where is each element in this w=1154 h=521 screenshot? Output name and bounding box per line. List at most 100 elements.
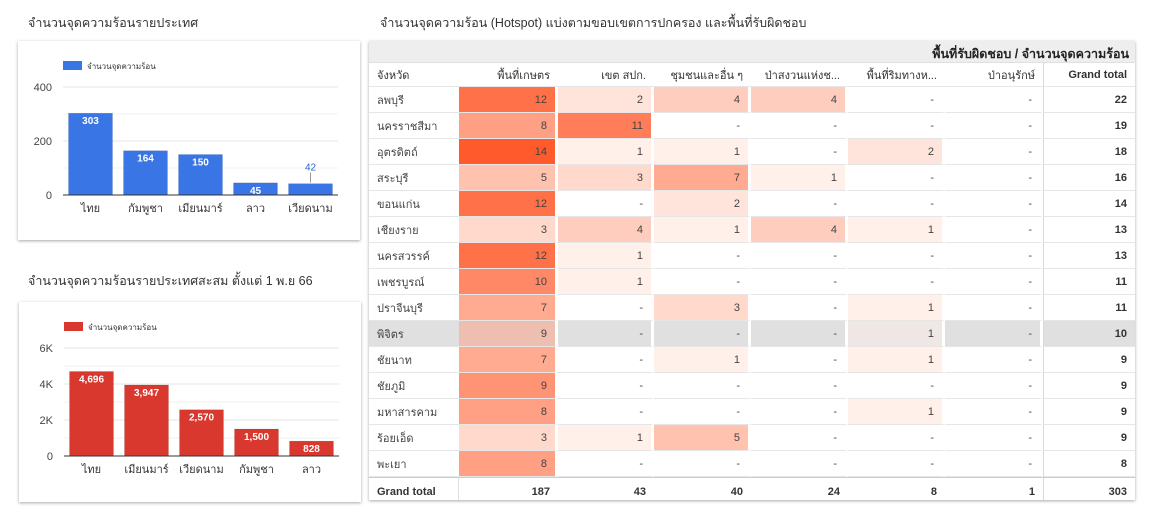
value-cell: - bbox=[751, 425, 848, 451]
value-cell: 3 bbox=[558, 165, 654, 191]
row-total-cell: 9 bbox=[1043, 347, 1135, 373]
table-row[interactable]: ชัยภูมิ 9- - - - -9 bbox=[369, 373, 1135, 399]
table-row[interactable]: ชัยนาท 7-1-1-9 bbox=[369, 347, 1135, 373]
bar[interactable] bbox=[124, 384, 169, 457]
table-row[interactable]: ขอนแก่น 12-2- - -14 bbox=[369, 191, 1135, 217]
grand-total-row: Grand total 187 43 40 24 8 1 303 bbox=[369, 477, 1135, 500]
column-header[interactable]: ชุมชนและอื่น ๆ bbox=[654, 63, 751, 87]
value-cell: - bbox=[751, 451, 848, 477]
table-row[interactable]: เชียงราย 3 4 1 4 1-13 bbox=[369, 217, 1135, 243]
bar[interactable] bbox=[178, 154, 223, 196]
value-cell: - bbox=[751, 113, 848, 139]
column-header[interactable]: ป่าอนุรักษ์ bbox=[945, 63, 1043, 87]
x-tick-label: ไทย bbox=[81, 463, 101, 476]
value-cell: - bbox=[945, 451, 1043, 477]
chart2-title: จำนวนจุดความร้อนรายประเทศสะสม ตั้งแต่ 1 … bbox=[28, 274, 313, 288]
bar[interactable] bbox=[179, 409, 224, 457]
data-label: 45 bbox=[250, 186, 262, 197]
value-cell: - bbox=[558, 399, 654, 425]
value-cell: - bbox=[945, 217, 1043, 243]
row-total-cell: 8 bbox=[1043, 451, 1135, 477]
legend-label: จำนวนจุดความร้อน bbox=[88, 323, 157, 332]
table-header-title: พื้นที่รับผิดชอบ / จำนวนจุดความร้อน bbox=[932, 47, 1129, 61]
table-header-bar: พื้นที่รับผิดชอบ / จำนวนจุดความร้อน bbox=[369, 41, 1135, 63]
y-tick-label: 4K bbox=[40, 379, 54, 391]
table-row[interactable]: สระบุรี 5 3 7 1- -16 bbox=[369, 165, 1135, 191]
table-row[interactable]: อุตรดิตถ์ 14 1 1-2-18 bbox=[369, 139, 1135, 165]
value-cell: - bbox=[945, 269, 1043, 295]
value-cell: - bbox=[848, 269, 945, 295]
row-total-cell: 16 bbox=[1043, 165, 1135, 191]
y-tick-label: 0 bbox=[47, 451, 53, 463]
province-cell: ชัยนาท bbox=[369, 347, 459, 373]
table-row[interactable]: นครสวรรค์ 12 1- - - -13 bbox=[369, 243, 1135, 269]
value-cell: - bbox=[945, 347, 1043, 373]
legend-swatch bbox=[64, 322, 83, 331]
row-total-cell: 13 bbox=[1043, 243, 1135, 269]
province-cell: อุตรดิตถ์ bbox=[369, 139, 459, 165]
row-total-cell: 10 bbox=[1043, 321, 1135, 347]
table-row[interactable]: เพชรบูรณ์ 10 1- - - -11 bbox=[369, 269, 1135, 295]
row-total-cell: 11 bbox=[1043, 269, 1135, 295]
value-cell: 10 bbox=[459, 269, 558, 295]
value-cell: - bbox=[654, 243, 751, 269]
value-cell: - bbox=[848, 165, 945, 191]
grand-total-label: Grand total bbox=[369, 477, 459, 500]
column-header[interactable]: จังหวัด bbox=[369, 63, 459, 87]
table-row[interactable]: ปราจีนบุรี 7-3-1-11 bbox=[369, 295, 1135, 321]
province-cell: ร้อยเอ็ด bbox=[369, 425, 459, 451]
value-cell: - bbox=[654, 451, 751, 477]
value-cell: 7 bbox=[654, 165, 751, 191]
table-row[interactable]: พะเยา 8- - - - -8 bbox=[369, 451, 1135, 477]
x-tick-label: กัมพูชา bbox=[128, 203, 163, 215]
bar[interactable] bbox=[234, 428, 279, 457]
value-cell: 1 bbox=[558, 139, 654, 165]
legend: จำนวนจุดความร้อน bbox=[63, 61, 156, 71]
value-cell: 3 bbox=[654, 295, 751, 321]
value-cell: - bbox=[654, 373, 751, 399]
bar[interactable] bbox=[288, 183, 333, 196]
column-header[interactable]: เขต สปก. bbox=[558, 63, 654, 87]
column-header[interactable]: พื้นที่ริมทางห... bbox=[848, 63, 945, 87]
value-cell: 12 bbox=[459, 87, 558, 113]
value-cell: - bbox=[945, 373, 1043, 399]
table-row[interactable]: มหาสารคาม 8- - -1-9 bbox=[369, 399, 1135, 425]
y-tick-label: 2K bbox=[40, 415, 54, 427]
province-cell: ลพบุรี bbox=[369, 87, 459, 113]
value-cell: - bbox=[558, 347, 654, 373]
column-total-cell: 8 bbox=[848, 477, 945, 500]
column-total-cell: 24 bbox=[751, 477, 848, 500]
table-row[interactable]: ลพบุรี 12 2 4 4- -22 bbox=[369, 87, 1135, 113]
column-header[interactable]: ป่าสงวนแห่งช... bbox=[751, 63, 848, 87]
value-cell: 1 bbox=[848, 295, 945, 321]
row-total-cell: 14 bbox=[1043, 191, 1135, 217]
legend-label: จำนวนจุดความร้อน bbox=[87, 62, 156, 71]
value-cell: 3 bbox=[459, 217, 558, 243]
y-tick-label: 400 bbox=[34, 82, 52, 94]
table-row[interactable]: ร้อยเอ็ด 3 1 5- - -9 bbox=[369, 425, 1135, 451]
table-row[interactable]: นครราชสีมา 8 11- - - -19 bbox=[369, 113, 1135, 139]
value-cell: 1 bbox=[848, 399, 945, 425]
value-cell: - bbox=[751, 321, 848, 347]
value-cell: - bbox=[751, 191, 848, 217]
column-header[interactable]: พื้นที่เกษตร bbox=[459, 63, 558, 87]
y-tick-label: 0 bbox=[46, 190, 52, 202]
row-total-cell: 19 bbox=[1043, 113, 1135, 139]
value-cell: - bbox=[945, 165, 1043, 191]
value-cell: - bbox=[848, 191, 945, 217]
value-cell: - bbox=[654, 321, 751, 347]
value-cell: 1 bbox=[848, 321, 945, 347]
column-header[interactable]: Grand total bbox=[1043, 63, 1135, 87]
table-row[interactable]: พิจิตร 9- - -1-10 bbox=[369, 321, 1135, 347]
data-label: 150 bbox=[192, 158, 209, 169]
value-cell: 4 bbox=[751, 87, 848, 113]
value-cell: - bbox=[945, 191, 1043, 217]
province-cell: สระบุรี bbox=[369, 165, 459, 191]
value-cell: - bbox=[751, 399, 848, 425]
bar[interactable] bbox=[68, 112, 113, 196]
province-cell: มหาสารคาม bbox=[369, 399, 459, 425]
bar[interactable] bbox=[69, 371, 114, 457]
value-cell: 1 bbox=[654, 139, 751, 165]
x-tick-label: ลาว bbox=[302, 464, 321, 476]
value-cell: 1 bbox=[751, 165, 848, 191]
